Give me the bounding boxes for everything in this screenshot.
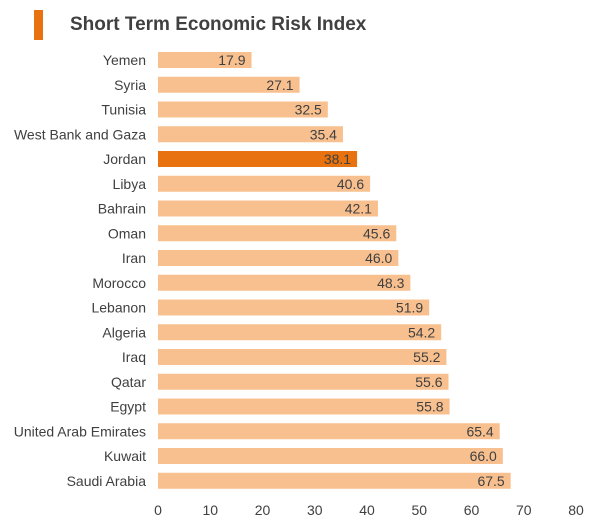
data-label: 27.1 xyxy=(266,77,293,93)
data-label: 67.5 xyxy=(477,473,504,489)
chart-title: Short Term Economic Risk Index xyxy=(70,14,367,35)
bar xyxy=(158,76,300,93)
category-label: Kuwait xyxy=(104,448,146,464)
bar xyxy=(158,151,358,167)
bar xyxy=(158,324,442,341)
category-label: Tunisia xyxy=(101,102,146,118)
bar xyxy=(158,225,397,242)
bar xyxy=(158,274,411,291)
title-marker xyxy=(34,10,43,40)
data-label: 65.4 xyxy=(466,423,493,439)
bar xyxy=(158,250,399,266)
category-label: Egypt xyxy=(110,399,146,415)
x-tick-label: 80 xyxy=(568,502,584,518)
category-label: Jordan xyxy=(103,151,146,167)
bar xyxy=(158,126,343,143)
data-label: 40.6 xyxy=(337,176,364,192)
x-tick-label: 20 xyxy=(255,502,271,518)
bar xyxy=(158,52,252,68)
bar xyxy=(158,398,450,415)
bar xyxy=(158,448,503,464)
data-label: 66.0 xyxy=(470,448,497,464)
data-label: 42.1 xyxy=(345,201,372,217)
x-tick-label: 10 xyxy=(202,502,218,518)
data-label: 17.9 xyxy=(218,52,245,68)
bar xyxy=(158,472,511,489)
chart-header: Short Term Economic Risk Index xyxy=(34,10,366,40)
data-label: 55.6 xyxy=(415,374,442,390)
category-label: Saudi Arabia xyxy=(67,473,147,489)
data-label: 32.5 xyxy=(295,102,322,118)
bar xyxy=(158,175,371,192)
x-tick-label: 40 xyxy=(359,502,375,518)
bar xyxy=(158,200,378,217)
bar xyxy=(158,349,447,365)
x-tick-label: 0 xyxy=(154,502,162,518)
category-label: Bahrain xyxy=(98,201,146,217)
category-label: Libya xyxy=(113,176,147,192)
data-label: 38.1 xyxy=(324,151,351,167)
category-label: Qatar xyxy=(111,374,146,390)
category-label: United Arab Emirates xyxy=(14,423,146,439)
category-label: West Bank and Gaza xyxy=(14,126,146,142)
x-tick-label: 60 xyxy=(464,502,480,518)
data-label: 55.8 xyxy=(416,399,443,415)
category-label: Algeria xyxy=(102,324,146,340)
data-label: 54.2 xyxy=(408,324,435,340)
category-label: Oman xyxy=(108,225,146,241)
x-tick-label: 50 xyxy=(411,502,427,518)
data-label: 46.0 xyxy=(365,250,392,266)
data-label: 45.6 xyxy=(363,225,390,241)
bar xyxy=(158,299,430,316)
x-tick-label: 70 xyxy=(516,502,532,518)
category-label: Morocco xyxy=(92,275,146,291)
category-label: Iraq xyxy=(122,349,146,365)
bar xyxy=(158,101,328,118)
x-tick-label: 30 xyxy=(307,502,323,518)
category-label: Lebanon xyxy=(91,300,146,316)
data-label: 51.9 xyxy=(396,300,423,316)
data-label: 35.4 xyxy=(310,126,337,142)
data-label: 48.3 xyxy=(377,275,404,291)
category-label: Iran xyxy=(122,250,146,266)
data-label: 55.2 xyxy=(413,349,440,365)
category-label: Syria xyxy=(114,77,146,93)
bar xyxy=(158,423,500,440)
category-label: Yemen xyxy=(103,52,146,68)
bar xyxy=(158,373,449,390)
